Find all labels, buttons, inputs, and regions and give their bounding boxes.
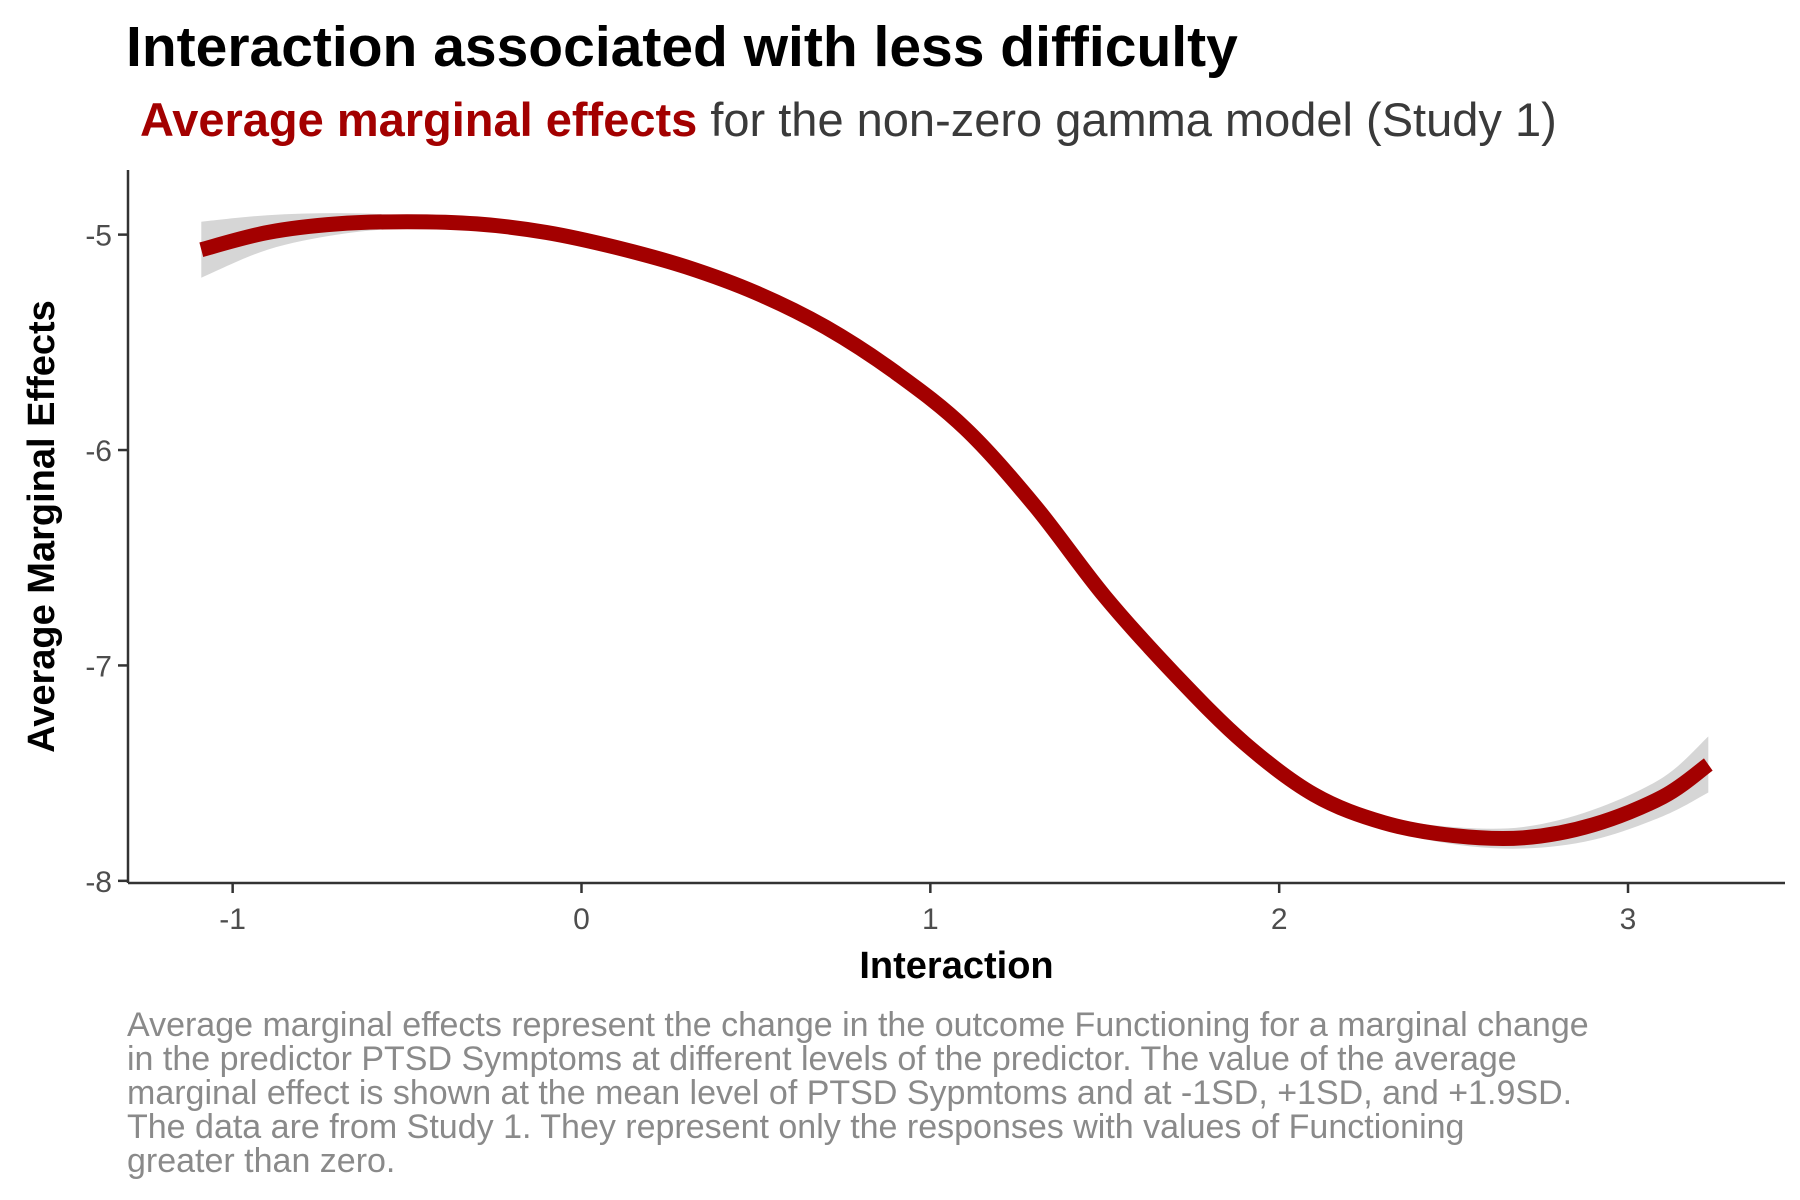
x-tick-label: 2	[1271, 903, 1288, 936]
confidence-band	[201, 213, 1709, 849]
x-tick-label: -1	[219, 903, 246, 936]
chart-title: Interaction associated with less difficu…	[126, 15, 1238, 79]
y-tick-label: -6	[85, 435, 112, 468]
plot-area: -1 0 1 2 3 -8 -7 -6 -5 Interaction Average Margina…	[21, 170, 1785, 987]
caption-line: The data are from Study 1. They represen…	[127, 1108, 1465, 1146]
y-axis-title: Average Marginal Effects	[21, 300, 63, 753]
y-tick-label: -5	[85, 220, 112, 253]
series-line	[199, 214, 1713, 847]
line-chart: -1 0 1 2 3 -8 -7 -6 -5 Interaction Average Margina…	[21, 170, 1785, 987]
x-axis-title: Interaction	[859, 945, 1053, 987]
y-tick-label: -7	[85, 650, 112, 683]
x-tick-label: 1	[922, 903, 939, 936]
subtitle-highlight: Average marginal effects	[140, 93, 698, 146]
caption-line: marginal effect is shown at the mean lev…	[127, 1074, 1573, 1112]
subtitle-rest: for the non-zero gamma model (Study 1)	[710, 93, 1557, 146]
chart-subtitle: Average marginal effects for the non-zer…	[140, 92, 1557, 147]
caption-line: Average marginal effects represent the c…	[127, 1006, 1589, 1044]
caption-line: greater than zero.	[127, 1142, 396, 1180]
x-tick-label: 3	[1620, 903, 1637, 936]
x-tick-label: 0	[573, 903, 590, 936]
chart-caption: Average marginal effects represent the c…	[127, 1008, 1787, 1178]
caption-line: in the predictor PTSD Symptoms at differ…	[127, 1040, 1517, 1078]
y-tick-label: -8	[85, 866, 112, 899]
